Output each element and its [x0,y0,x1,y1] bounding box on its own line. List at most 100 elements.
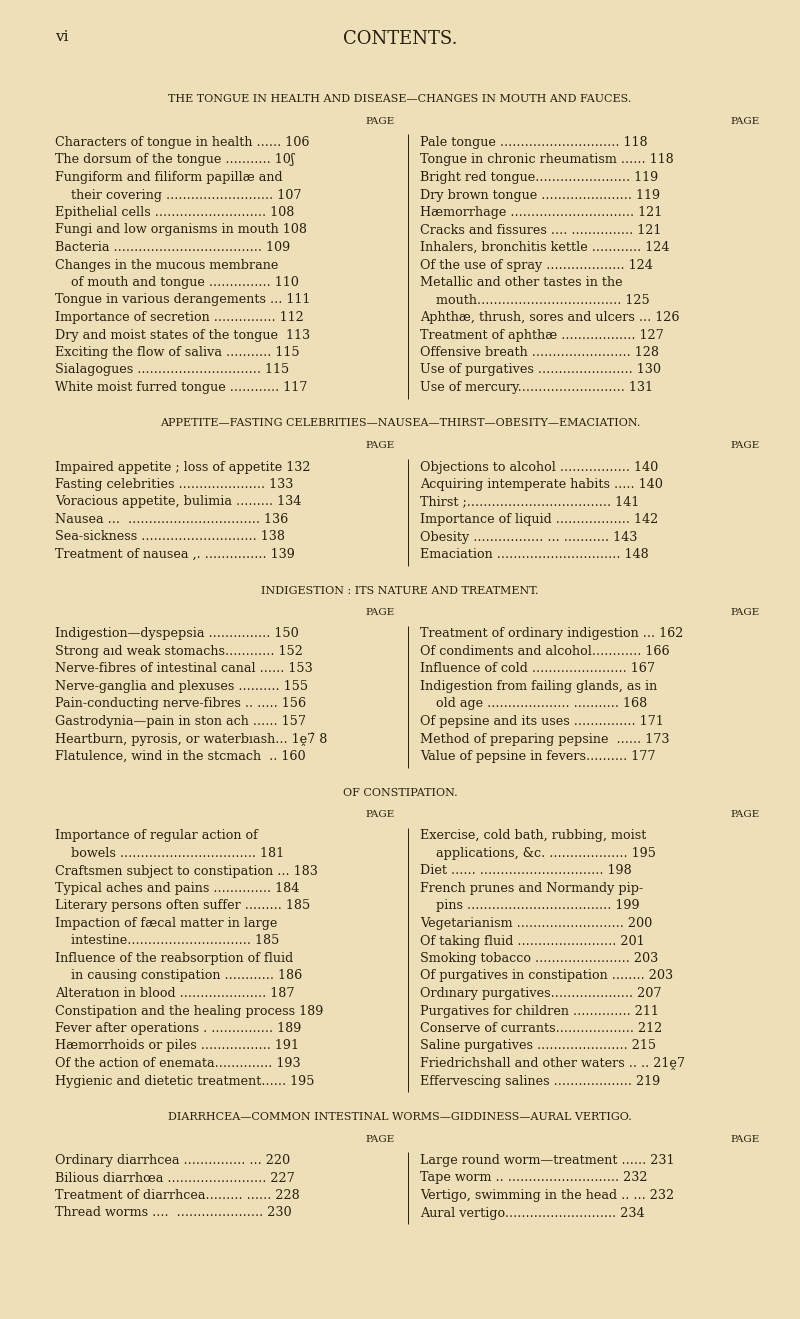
Text: Constipation and the healing process 189: Constipation and the healing process 189 [55,1005,323,1017]
Text: Impaired appetite ; loss of appetite 132: Impaired appetite ; loss of appetite 132 [55,460,310,474]
Text: Changes in the mucous membrane: Changes in the mucous membrane [55,259,278,272]
Text: Bright red tongue....................... 119: Bright red tongue.......................… [420,171,658,183]
Text: Treatment of nausea ,. ............... 139: Treatment of nausea ,. ............... 1… [55,547,295,561]
Text: Aural vertigo........................... 234: Aural vertigo...........................… [420,1207,645,1220]
Text: Saline purgatives ...................... 215: Saline purgatives ......................… [420,1039,656,1053]
Text: Fever after operations . ............... 189: Fever after operations . ...............… [55,1022,302,1035]
Text: Inhalers, bronchitis kettle ............ 124: Inhalers, bronchitis kettle ............… [420,241,670,255]
Text: Of condiments and alcohol............ 166: Of condiments and alcohol............ 16… [420,645,670,658]
Text: Strong aıd weak stomachs............ 152: Strong aıd weak stomachs............ 152 [55,645,303,658]
Text: Emaciation .............................. 148: Emaciation .............................… [420,547,649,561]
Text: PAGE: PAGE [366,442,395,450]
Text: Exciting the flow of saliva ........... 115: Exciting the flow of saliva ........... … [55,346,300,359]
Text: THE TONGUE IN HEALTH AND DISEASE—CHANGES IN MOUTH AND FAUCES.: THE TONGUE IN HEALTH AND DISEASE—CHANGES… [168,94,632,104]
Text: Importance of liquid .................. 142: Importance of liquid .................. … [420,513,658,526]
Text: Objections to alcohol ................. 140: Objections to alcohol ................. … [420,460,658,474]
Text: Treatment of aphthæ .................. 127: Treatment of aphthæ .................. 1… [420,328,664,342]
Text: Pale tongue ............................. 118: Pale tongue ............................… [420,136,648,149]
Text: Purgatives for children .............. 211: Purgatives for children .............. 2… [420,1005,659,1017]
Text: Importance of secretion ............... 112: Importance of secretion ............... … [55,311,304,324]
Text: Gastrodynia—pain in ston ach ...... 157: Gastrodynia—pain in ston ach ...... 157 [55,715,306,728]
Text: Bacteria .................................... 109: Bacteria ...............................… [55,241,290,255]
Text: Cracks and fissures .... ............... 121: Cracks and fissures .... ...............… [420,223,662,236]
Text: Sialagogues .............................. 115: Sialagogues ............................… [55,364,290,376]
Text: Fasting celebrities ..................... 133: Fasting celebrities ....................… [55,477,294,491]
Text: Fungi and low organisms in mouth 108: Fungi and low organisms in mouth 108 [55,223,307,236]
Text: Literary persons often suffer ......... 185: Literary persons often suffer ......... … [55,900,310,913]
Text: PAGE: PAGE [730,810,760,819]
Text: Use of mercury.......................... 131: Use of mercury..........................… [420,381,653,394]
Text: mouth................................... 125: mouth...................................… [420,294,650,306]
Text: Large round worm—treatment ...... 231: Large round worm—treatment ...... 231 [420,1154,674,1167]
Text: Offensive breath ........................ 128: Offensive breath .......................… [420,346,659,359]
Text: French prunes and Normandy pip-: French prunes and Normandy pip- [420,882,643,896]
Text: PAGE: PAGE [730,608,760,617]
Text: Epithelial cells ........................... 108: Epithelial cells .......................… [55,206,294,219]
Text: Conserve of currants................... 212: Conserve of currants................... … [420,1022,662,1035]
Text: Of taking fluid ........................ 201: Of taking fluid ........................… [420,934,645,947]
Text: Effervescing salines ................... 219: Effervescing salines ...................… [420,1075,660,1087]
Text: Of the action of enemata.............. 193: Of the action of enemata.............. 1… [55,1057,301,1070]
Text: Tape worm .. ........................... 232: Tape worm .. ...........................… [420,1171,647,1184]
Text: White moist furred tongue ............ 117: White moist furred tongue ............ 1… [55,381,307,394]
Text: Vegetarianism .......................... 200: Vegetarianism ..........................… [420,917,652,930]
Text: PAGE: PAGE [730,117,760,125]
Text: Tongue in chronic rheumatism ...... 118: Tongue in chronic rheumatism ...... 118 [420,153,674,166]
Text: Hygienic and dietetic treatment...... 195: Hygienic and dietetic treatment...... 19… [55,1075,314,1087]
Text: Obesity ................. ... ........... 143: Obesity ................. ... ..........… [420,530,638,543]
Text: Nausea ...  ................................ 136: Nausea ... .............................… [55,513,288,526]
Text: Nerve-fibres of intestinal canal ...... 153: Nerve-fibres of intestinal canal ...... … [55,662,313,675]
Text: Of the use of spray ................... 124: Of the use of spray ................... … [420,259,653,272]
Text: PAGE: PAGE [730,442,760,450]
Text: DIARRHCEA—COMMON INTESTINAL WORMS—GIDDINESS—AURAL VERTIGO.: DIARRHCEA—COMMON INTESTINAL WORMS—GIDDIN… [168,1112,632,1122]
Text: Typical aches and pains .............. 184: Typical aches and pains .............. 1… [55,882,299,896]
Text: Influence of the reabsorption of fluid: Influence of the reabsorption of fluid [55,952,294,966]
Text: INDIGESTION : ITS NATURE AND TREATMENT.: INDIGESTION : ITS NATURE AND TREATMENT. [262,586,538,595]
Text: Acquiring intemperate habits ..... 140: Acquiring intemperate habits ..... 140 [420,477,663,491]
Text: Of purgatives in constipation ........ 203: Of purgatives in constipation ........ 2… [420,969,673,983]
Text: old age .................... ........... 168: old age .................... ...........… [420,698,647,711]
Text: Exercise, cold bath, rubbing, moist: Exercise, cold bath, rubbing, moist [420,830,646,843]
Text: Nerve-ganglia and plexuses .......... 155: Nerve-ganglia and plexuses .......... 15… [55,681,308,692]
Text: Ordinary diarrhcea ............... ... 220: Ordinary diarrhcea ............... ... 2… [55,1154,290,1167]
Text: their covering .......................... 107: their covering .........................… [55,189,302,202]
Text: Thirst ;................................... 141: Thirst ;................................… [420,496,639,509]
Text: Importance of regular action of: Importance of regular action of [55,830,258,843]
Text: PAGE: PAGE [730,1134,760,1144]
Text: Treatment of diarrhcea......... ...... 228: Treatment of diarrhcea......... ...... 2… [55,1188,300,1202]
Text: Smoking tobacco ....................... 203: Smoking tobacco ....................... … [420,952,658,966]
Text: Indigestion—dyspepsia ............... 150: Indigestion—dyspepsia ............... 15… [55,628,298,641]
Text: of mouth and tongue ............... 110: of mouth and tongue ............... 110 [55,276,299,289]
Text: Heartburn, pyrosis, or waterbıash... 1ḙ7̇ 8: Heartburn, pyrosis, or waterbıash... 1ḙ7… [55,732,327,747]
Text: Friedrichshall and other waters .. .. 21ḙ7: Friedrichshall and other waters .. .. 21… [420,1057,685,1070]
Text: Voracious appetite, bulimia ......... 134: Voracious appetite, bulimia ......... 13… [55,496,302,509]
Text: Flatulence, wind in the stcmach  .. 160: Flatulence, wind in the stcmach .. 160 [55,751,306,762]
Text: Dry and moist states of the tongue  113: Dry and moist states of the tongue 113 [55,328,310,342]
Text: Thread worms ....  ..................... 230: Thread worms .... ..................... … [55,1207,292,1220]
Text: Diet ...... .............................. 198: Diet ...... ............................… [420,864,632,877]
Text: Value of pepsine in fevers.......... 177: Value of pepsine in fevers.......... 177 [420,751,655,762]
Text: Tongue in various derangements ... 111: Tongue in various derangements ... 111 [55,294,310,306]
Text: Hæmorrhage .............................. 121: Hæmorrhage .............................… [420,206,662,219]
Text: Metallic and other tastes in the: Metallic and other tastes in the [420,276,622,289]
Text: bowels ................................. 181: bowels .................................… [55,847,284,860]
Text: PAGE: PAGE [366,1134,395,1144]
Text: APPETITE—FASTING CELEBRITIES—NAUSEA—THIRST—OBESITY—EMACIATION.: APPETITE—FASTING CELEBRITIES—NAUSEA—THIR… [160,418,640,429]
Text: in causing constipation ............ 186: in causing constipation ............ 186 [55,969,302,983]
Text: vi: vi [55,30,69,44]
Text: CONTENTS.: CONTENTS. [342,30,458,47]
Text: Alteratıon in blood ..................... 187: Alteratıon in blood ....................… [55,987,294,1000]
Text: applications, &c. ................... 195: applications, &c. ................... 19… [420,847,656,860]
Text: OF CONSTIPATION.: OF CONSTIPATION. [342,787,458,798]
Text: Vertigo, swimming in the head .. ... 232: Vertigo, swimming in the head .. ... 232 [420,1188,674,1202]
Text: intestine.............................. 185: intestine.............................. … [55,934,279,947]
Text: Aphthæ, thrush, sores and ulcers ... 126: Aphthæ, thrush, sores and ulcers ... 126 [420,311,679,324]
Text: PAGE: PAGE [366,608,395,617]
Text: Characters of tongue in health ...... 106: Characters of tongue in health ...... 10… [55,136,310,149]
Text: Sea-sickness ............................ 138: Sea-sickness ...........................… [55,530,285,543]
Text: Pain-conducting nerve-fibres .. ..... 156: Pain-conducting nerve-fibres .. ..... 15… [55,698,306,711]
Text: Ordınary purgatives.................... 207: Ordınary purgatives.................... … [420,987,662,1000]
Text: pins ................................... 199: pins ...................................… [420,900,640,913]
Text: Hæmorrhoids or piles ................. 191: Hæmorrhoids or piles ................. 1… [55,1039,299,1053]
Text: Treatment of ordinary indigestion ... 162: Treatment of ordinary indigestion ... 16… [420,628,683,641]
